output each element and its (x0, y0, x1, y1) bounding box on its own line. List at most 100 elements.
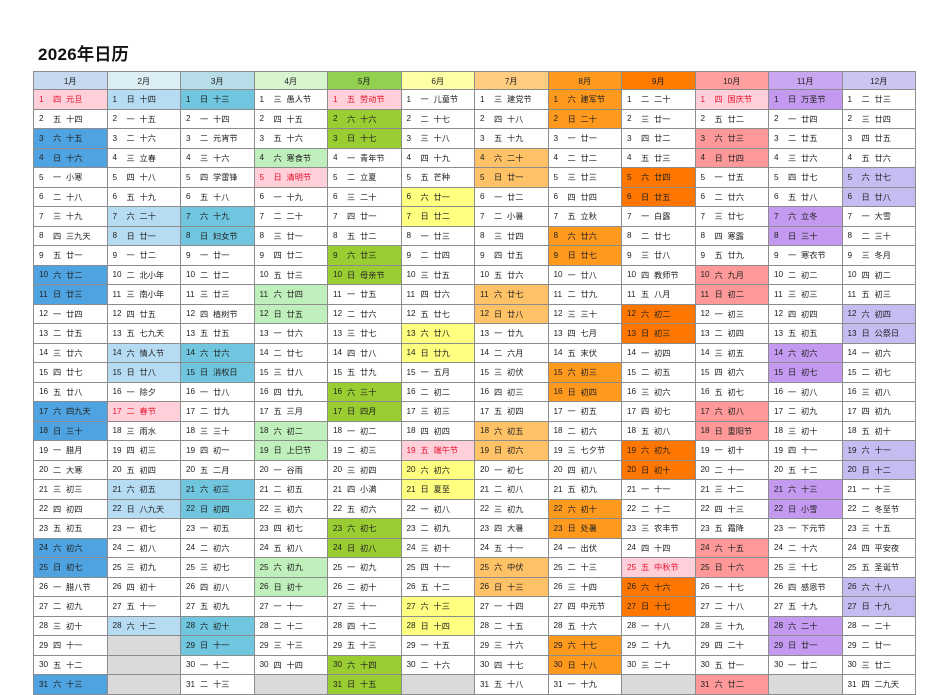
day-number: 4 (627, 153, 632, 163)
day-cell: 16 二初二 (400, 381, 475, 402)
day-cell: 17 一初五 (547, 401, 622, 422)
lunar-label: 初八 (874, 387, 891, 397)
table-row: 23 五初五 23 一初七 23 一初五 23 四初七 23 六初七 23 二初九 23 四大暑 23 日处暑… (33, 518, 916, 539)
day-cell: 16 日初四 (547, 381, 622, 402)
day-cell: 5 四学雷锋 (180, 167, 255, 188)
lunar-label: 大暑 (507, 524, 524, 534)
weekday-label: 五 (714, 387, 723, 397)
day-number: 21 (333, 484, 343, 494)
lunar-label: 教师节 (654, 270, 679, 280)
weekday-label: 二 (788, 270, 797, 280)
lunar-label: 初三 (874, 290, 891, 300)
lunar-label: 廿二 (727, 114, 744, 124)
weekday-label: 六 (494, 153, 503, 163)
day-cell: 5 日廿一 (474, 167, 549, 188)
day-cell: 19 一腊月 (33, 440, 108, 461)
weekday-label: 一 (567, 270, 576, 280)
day-number: 25 (406, 562, 416, 572)
day-cell: 25 五中秋节 (621, 557, 696, 578)
lunar-label: 廿一 (360, 212, 377, 222)
lunar-label: 儿童节 (433, 95, 459, 105)
day-number: 20 (39, 465, 49, 475)
day-cell: 26 四初八 (180, 576, 255, 597)
day-number: 26 (774, 582, 784, 592)
day-number: 13 (333, 328, 343, 338)
day-number: 11 (186, 289, 195, 299)
weekday-label: 日 (53, 563, 62, 573)
day-number: 13 (847, 328, 857, 338)
lunar-label: 二十 (654, 95, 671, 105)
day-cell: 31 一十九 (547, 674, 622, 695)
day-cell: 23 四初七 (253, 518, 328, 539)
weekday-label: 六 (714, 134, 723, 144)
weekday-label: 六 (567, 641, 576, 651)
day-number: 2 (553, 114, 559, 124)
day-number: 27 (406, 601, 416, 611)
weekday-label: 一 (200, 387, 209, 397)
day-number: 26 (112, 582, 122, 592)
lunar-label: 十六 (727, 563, 744, 573)
lunar-label: 廿三 (874, 95, 891, 105)
day-cell: 12 四初四 (768, 303, 843, 324)
lunar-label: 初八 (213, 582, 230, 592)
weekday-label: 三 (273, 231, 282, 241)
month-header-row: 1月 2月 3月 4月 5月 6月 7月 8月 9月 10月 11月 12月 (33, 71, 916, 90)
weekday-label: 日 (273, 582, 282, 592)
lunar-label: 廿七 (727, 212, 744, 222)
weekday-label: 三 (567, 173, 576, 183)
lunar-label: 廿三 (213, 290, 230, 300)
day-cell: 26 日初十 (253, 576, 328, 597)
lunar-label: 上巳节 (286, 446, 312, 456)
day-cell: 12 二廿六 (327, 303, 402, 324)
lunar-label: 初四 (360, 465, 377, 475)
day-cell: 3 二元宵节 (180, 128, 255, 149)
weekday-label: 六 (420, 465, 429, 475)
lunar-label: 二十 (360, 192, 377, 202)
day-number: 17 (847, 406, 857, 416)
day-number: 16 (186, 387, 196, 397)
weekday-label: 五 (567, 348, 576, 358)
day-number: 27 (700, 601, 710, 611)
lunar-label: 初五 (580, 407, 597, 417)
weekday-label: 四 (126, 173, 135, 183)
day-number: 5 (627, 172, 632, 182)
weekday-label: 四 (53, 504, 62, 514)
table-row: 27 二初九 27 五十一 27 五初九 27 一十一 27 三十一 27 六十三 27 一十四 27 四中元… (33, 596, 916, 617)
weekday-label: 五 (53, 660, 62, 670)
lunar-label: 廿二 (139, 251, 156, 261)
weekday-label: 二 (788, 407, 797, 417)
day-number: 21 (627, 484, 637, 494)
weekday-label: 六 (126, 348, 135, 358)
day-number: 1 (480, 94, 485, 104)
day-cell: 15 四初六 (694, 362, 769, 383)
day-number: 26 (553, 582, 563, 592)
day-number: 30 (406, 660, 416, 670)
weekday-label: 一 (714, 582, 723, 592)
weekday-label: 三 (494, 368, 503, 378)
day-cell: 9 三冬月 (841, 245, 916, 266)
day-number: 7 (847, 211, 853, 221)
day-number: 24 (553, 543, 563, 553)
weekday-label: 六 (788, 212, 797, 222)
lunar-label: 廿一 (139, 231, 156, 241)
lunar-label: 十四 (286, 660, 303, 670)
lunar-label: 初九 (139, 563, 156, 573)
day-number: 30 (480, 660, 490, 670)
day-number: 9 (553, 250, 559, 260)
weekday-label: 三 (126, 290, 135, 300)
day-number: 16 (112, 387, 122, 397)
day-cell: 22 四初四 (33, 498, 108, 519)
day-cell: 17 三初三 (400, 401, 475, 422)
lunar-label: 三十 (874, 231, 891, 241)
weekday-label: 二 (126, 543, 135, 553)
weekday-label: 五 (714, 114, 723, 124)
weekday-label: 五 (494, 407, 503, 417)
day-number: 26 (259, 582, 269, 592)
day-cell: 1 六建军节 (547, 89, 622, 110)
day-cell: 22 五初六 (327, 498, 402, 519)
lunar-label: 初六 (874, 348, 891, 358)
lunar-label: 感恩节 (801, 582, 826, 592)
day-cell: 29 六十七 (547, 635, 622, 656)
day-number: 21 (112, 484, 122, 494)
weekday-label: 日 (567, 387, 576, 397)
